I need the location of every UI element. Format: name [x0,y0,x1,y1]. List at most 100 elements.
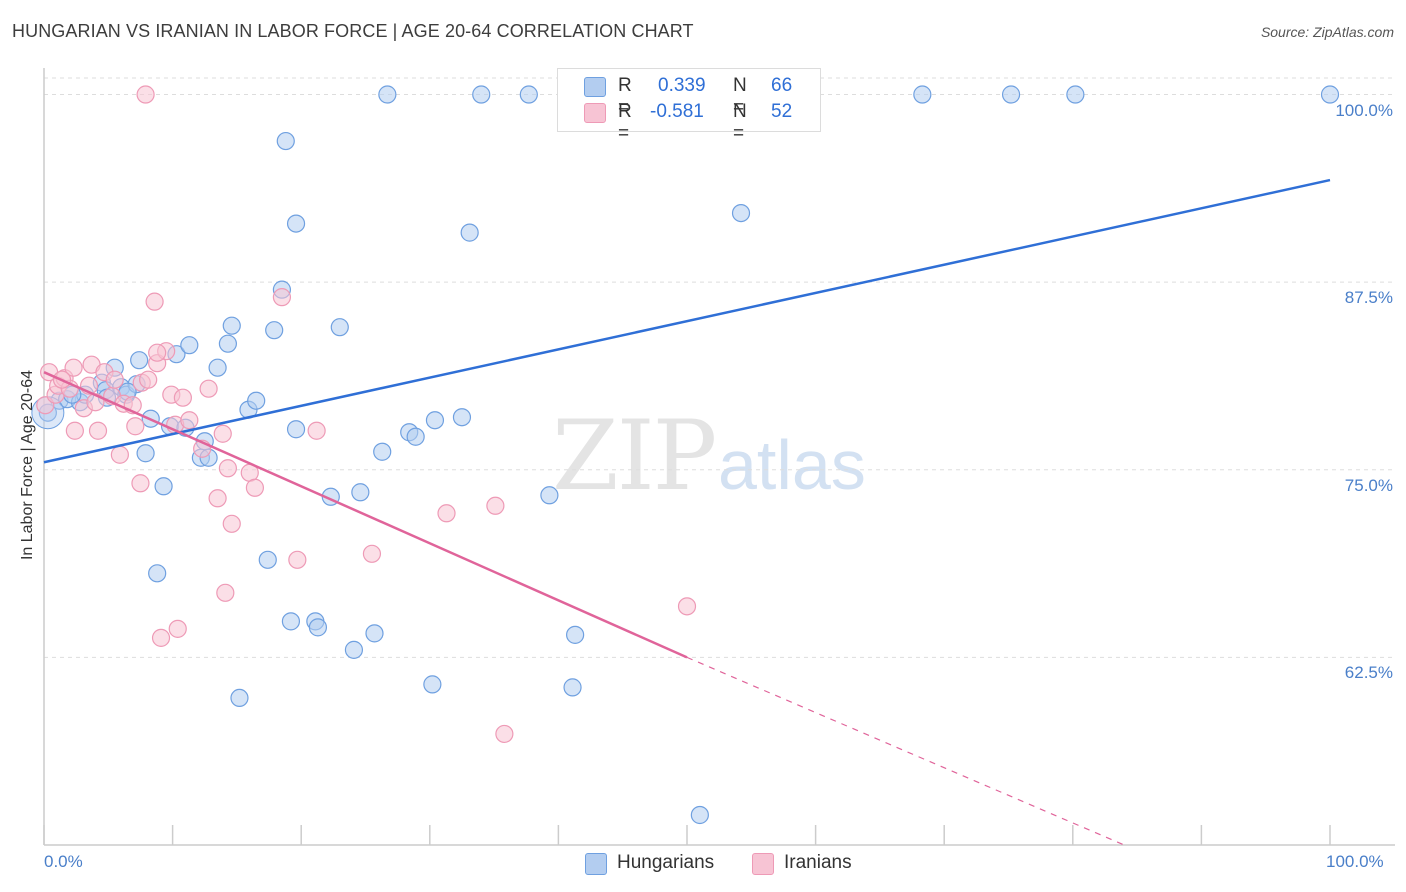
r-label: R = [618,75,632,118]
data-point [245,478,265,497]
data-point [145,292,164,311]
r-value-iranians: -0.581 [650,101,704,122]
hungarians-swatch [584,77,606,97]
data-point [218,334,237,353]
data-point [139,370,158,389]
stats-box: R = 0.339 N = 66 R = -0.581 N = 52 [557,68,821,144]
legend-hungarians-swatch [585,853,607,875]
y-tick-label: 75.0% [1344,475,1393,495]
y-tick-label: 100.0% [1335,100,1393,120]
data-point [425,411,445,430]
data-point [365,624,384,643]
n-label: N = [733,101,747,144]
axes [43,68,1395,846]
data-point [208,489,227,508]
data-point [519,85,538,104]
data-point [199,379,218,398]
watermark-zip: ZIP [552,400,717,512]
iranians-trend-line [43,371,688,659]
data-point [136,444,155,463]
data-point [690,805,709,825]
legend-iranians-label: Iranians [784,852,852,873]
data-point [154,477,173,496]
r-value-hungarians: 0.339 [658,75,706,96]
data-point [1066,85,1085,104]
iranians-swatch [584,103,606,123]
data-point [351,483,370,502]
data-point [330,318,349,337]
data-point [222,316,241,335]
data-point [110,445,129,464]
legend-hungarians-label: Hungarians [617,852,715,873]
data-point [105,370,124,389]
data-point [168,619,187,638]
data-point [272,288,292,307]
x-tick-min: 0.0% [44,852,83,871]
data-point [486,496,505,515]
n-value-iranians: 52 [771,101,793,122]
data-point [677,597,697,616]
data-point [64,358,83,377]
data-point [452,408,472,427]
n-label: N = [733,75,747,118]
data-point [286,420,306,439]
legend-iranians-swatch [752,853,774,875]
data-point [472,85,491,104]
y-axis-label: In Labor Force | Age 20-64 [19,369,36,561]
data-point [913,85,932,104]
data-point [218,459,237,478]
data-point [1001,85,1021,104]
data-point [378,85,397,104]
y-tick-label: 62.5% [1344,663,1393,683]
chart-title: HUNGARIAN VS IRANIAN IN LABOR FORCE | AG… [12,21,694,41]
data-point [1320,85,1340,104]
data-point [148,564,167,583]
data-point [180,411,199,430]
data-point [460,223,479,242]
data-point [288,550,307,569]
y-tick-label: 87.5% [1344,288,1393,308]
data-point [148,343,167,362]
data-point [65,421,84,440]
data-point [230,688,249,708]
data-point [173,388,192,407]
data-point [281,612,301,631]
data-point [258,550,277,569]
data-point [308,618,328,637]
data-point [276,131,295,151]
data-point [208,358,227,377]
data-point [216,583,235,602]
data-point [130,351,149,370]
n-value-hungarians: 66 [771,75,793,96]
data-point [151,628,171,647]
data-point [131,474,150,493]
data-point [566,625,585,644]
source-label: Source: ZipAtlas.com [1260,24,1394,40]
data-point [731,203,751,223]
data-point [213,424,232,443]
iranians-trend-extension [686,656,1125,846]
data-point [307,421,326,440]
data-point [88,421,108,440]
data-point [222,514,241,533]
data-point [247,391,266,410]
data-point [344,640,364,659]
data-point [286,214,306,233]
watermark-atlas: atlas [718,426,866,504]
data-point [563,678,582,697]
trend-lines [43,178,1331,846]
data-point [265,321,284,340]
data-point [495,724,514,744]
data-point [540,486,559,505]
iranians-points [36,85,697,744]
x-tick-max: 100.0% [1326,852,1384,871]
data-point [126,417,145,436]
data-point [437,504,456,523]
data-point [362,544,382,563]
data-point [373,442,392,461]
data-point [406,427,425,446]
r-label: R = [618,101,632,144]
data-point [180,336,199,355]
data-point [136,85,155,104]
